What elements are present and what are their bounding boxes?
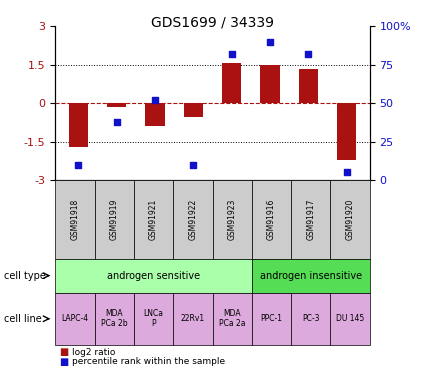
Text: 22Rv1: 22Rv1 [181,314,205,323]
Text: GSM91920: GSM91920 [346,199,354,240]
Bar [261,64,280,103]
Text: androgen insensitive: androgen insensitive [260,271,362,280]
Text: GDS1699 / 34339: GDS1699 / 34339 [151,15,274,29]
Bar [184,103,203,117]
Text: PPC-1: PPC-1 [261,314,283,323]
Text: ■: ■ [60,348,69,357]
Text: log2 ratio: log2 ratio [72,348,116,357]
Point [305,51,312,57]
Bar [69,103,88,147]
Bar [337,103,356,159]
Text: GSM91918: GSM91918 [71,199,79,240]
Point [75,162,82,168]
Text: PC-3: PC-3 [302,314,320,323]
Text: androgen sensitive: androgen sensitive [107,271,200,280]
Text: percentile rank within the sample: percentile rank within the sample [72,357,225,366]
Bar [107,103,126,107]
Bar [299,69,318,103]
Point [152,97,159,103]
Text: GSM91917: GSM91917 [306,199,315,240]
Point [190,162,197,168]
Bar [145,103,164,126]
Text: cell line: cell line [4,314,42,324]
Point [113,118,120,124]
Text: GSM91922: GSM91922 [188,199,197,240]
Text: LNCa
P: LNCa P [144,309,164,328]
Text: GSM91923: GSM91923 [228,199,237,240]
Text: MDA
PCa 2a: MDA PCa 2a [219,309,245,328]
Point [228,51,235,57]
Text: MDA
PCa 2b: MDA PCa 2b [101,309,128,328]
Text: GSM91916: GSM91916 [267,199,276,240]
Text: LAPC-4: LAPC-4 [61,314,88,323]
Text: GSM91919: GSM91919 [110,199,119,240]
Point [343,170,350,176]
Point [266,39,273,45]
Text: cell type: cell type [4,271,46,280]
Text: GSM91921: GSM91921 [149,199,158,240]
Bar [222,63,241,103]
Text: DU 145: DU 145 [336,314,364,323]
Text: ■: ■ [60,357,69,367]
